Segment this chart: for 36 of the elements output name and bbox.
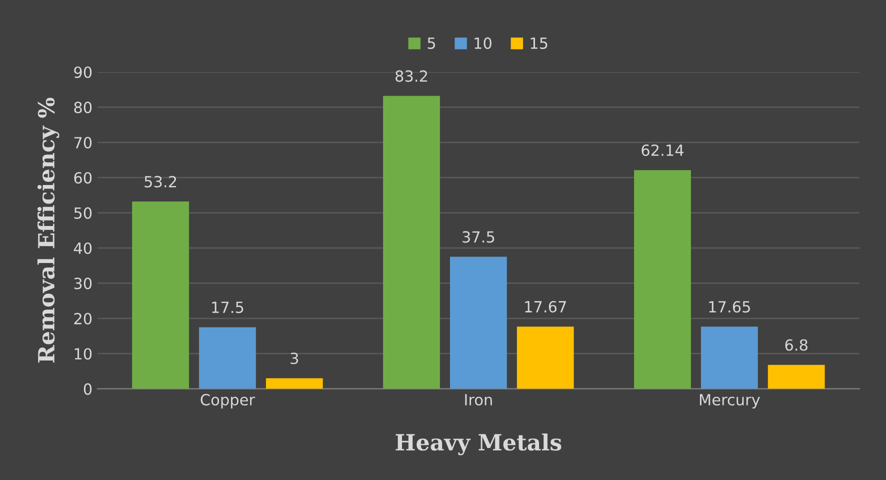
data-label: 3 [290,352,298,364]
x-tick-label: Copper [200,394,256,408]
y-tick-label: 20 [74,312,92,324]
y-tick-label: 80 [74,102,92,114]
bar [266,378,323,389]
legend-label: 15 [530,38,548,49]
bar [450,256,507,389]
data-label: 17.5 [212,302,244,314]
y-tick-label: 90 [74,66,92,78]
x-axis-title: Heavy Metals [396,433,562,456]
bar [768,364,825,389]
y-tick-label: 60 [74,172,92,184]
data-label: 53.2 [144,176,176,188]
data-label: 6.8 [785,339,808,351]
y-tick-label: 70 [74,136,92,148]
y-tick-label: 50 [74,207,92,219]
data-label: 62.14 [642,144,684,156]
data-label: 17.65 [709,301,750,313]
y-tick-label: 30 [74,278,92,290]
bar [634,170,691,389]
legend-label: 10 [474,37,492,49]
y-axis-title: Removal Efficiency % [37,98,60,363]
data-label: 37.5 [462,231,494,243]
bar [383,96,440,389]
data-label: 17.67 [525,300,566,313]
bar [516,326,574,389]
bar [700,326,758,389]
bar [132,202,189,389]
y-tick-label: 0 [84,383,92,395]
legend-label: 5 [428,38,436,49]
x-tick-label: Iron [465,394,492,406]
bar [199,327,256,389]
x-tick-label: Mercury [700,394,760,408]
y-tick-label: 40 [74,242,92,254]
y-tick-label: 10 [74,348,92,360]
data-label: 83.2 [396,70,427,82]
